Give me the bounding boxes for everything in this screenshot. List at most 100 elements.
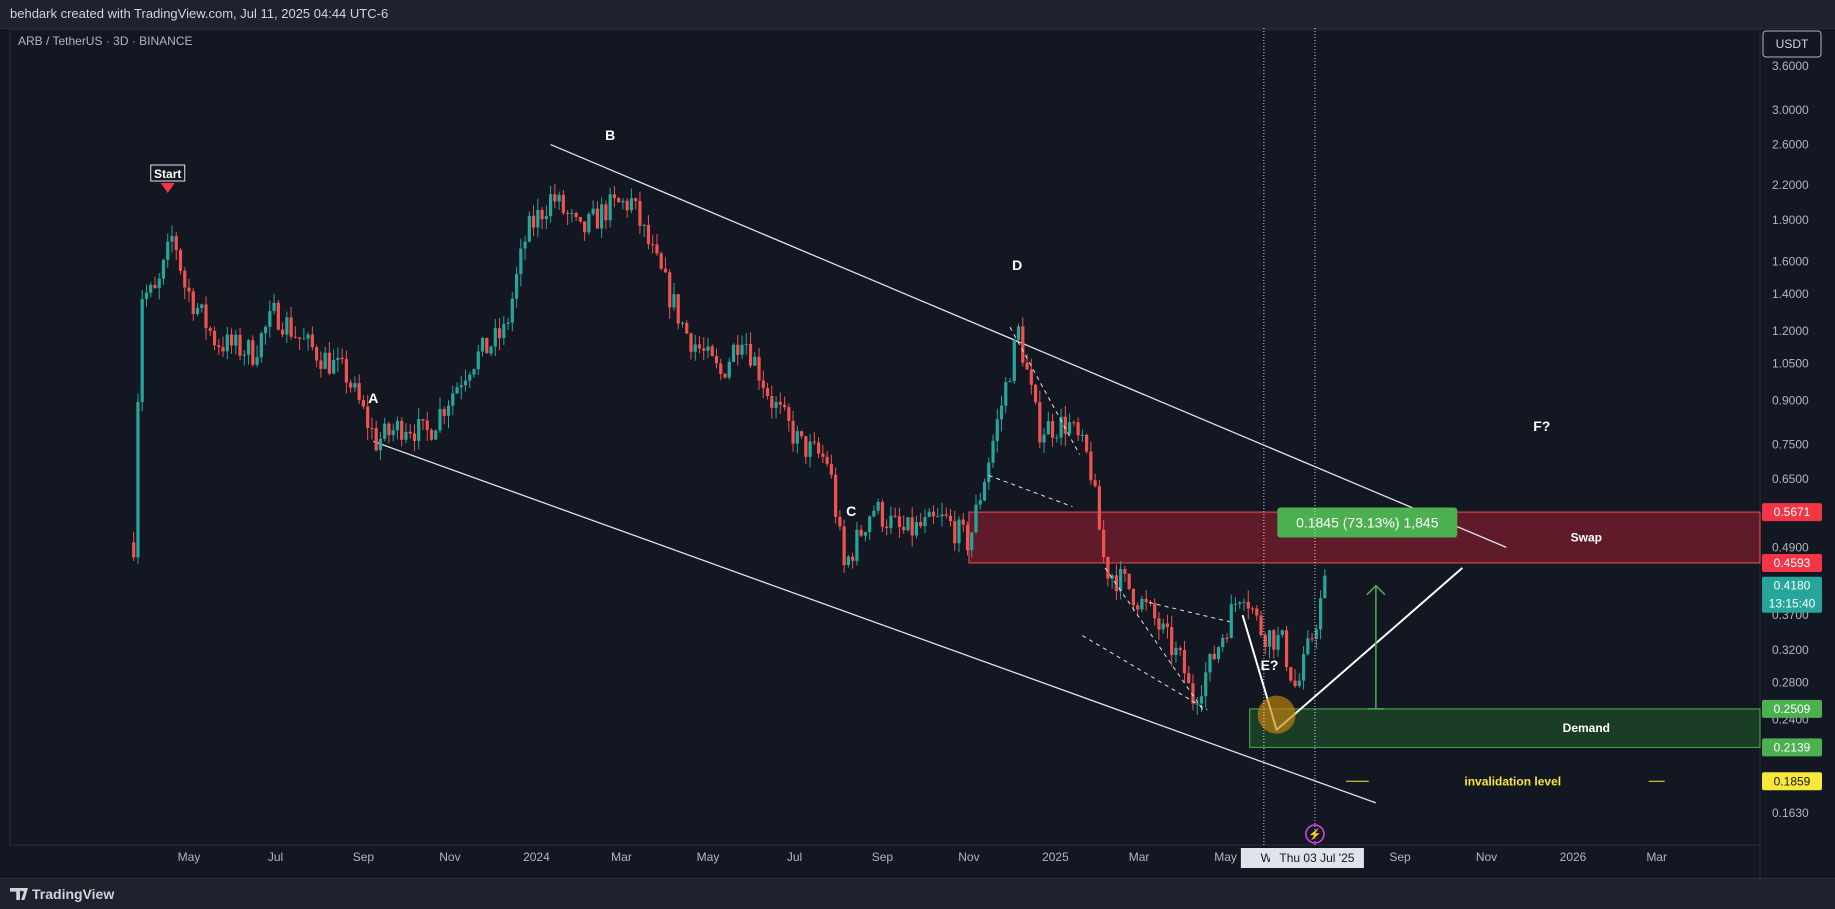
- candle: [1102, 520, 1106, 563]
- candle-body: [1310, 638, 1314, 640]
- candle: [1140, 595, 1144, 613]
- candle-body: [1110, 575, 1114, 579]
- candle: [855, 522, 859, 566]
- candle: [293, 326, 297, 339]
- candle: [298, 337, 302, 350]
- candle-body: [170, 236, 174, 242]
- y-tick-label: 3.0000: [1772, 103, 1809, 117]
- candle: [846, 554, 850, 568]
- candle-body: [923, 516, 927, 527]
- candle: [1221, 634, 1225, 652]
- candle: [200, 303, 204, 313]
- candle-body: [604, 204, 608, 221]
- currency-button[interactable]: USDT: [1762, 30, 1822, 58]
- candle-body: [1187, 673, 1191, 684]
- candle: [787, 403, 791, 432]
- candle: [566, 210, 570, 226]
- candle: [536, 198, 540, 238]
- candle-body: [1008, 381, 1012, 383]
- candle-body: [1076, 422, 1080, 436]
- candle-body: [404, 431, 408, 440]
- candle-body: [638, 200, 642, 226]
- candle-body: [187, 287, 191, 292]
- candle: [459, 375, 463, 400]
- wave-label: B: [605, 127, 615, 143]
- candle-body: [527, 215, 531, 242]
- candle: [187, 278, 191, 303]
- candle: [132, 531, 136, 561]
- candle: [446, 400, 451, 429]
- candle-body: [1267, 630, 1272, 647]
- candle-body: [868, 516, 872, 533]
- x-tick-label: Nov: [958, 850, 979, 864]
- price-chart[interactable]: ARB / TetherUS · 3D · BINANCE USDT 3.6000 3…: [0, 28, 1835, 878]
- price-badge: 0.2139: [1762, 738, 1822, 757]
- candle-body: [1025, 362, 1029, 370]
- candle: [719, 358, 723, 380]
- candle: [638, 191, 642, 234]
- candle-body: [136, 401, 140, 558]
- candle-body: [229, 334, 234, 346]
- candle-body: [1063, 416, 1067, 434]
- candle: [332, 349, 336, 375]
- candle-body: [1106, 556, 1110, 579]
- candle: [1033, 383, 1038, 405]
- candle: [834, 467, 838, 524]
- candle: [600, 197, 604, 238]
- candle-body: [957, 519, 961, 544]
- candle: [710, 344, 714, 357]
- candle-body: [353, 383, 357, 388]
- candle: [548, 185, 553, 223]
- candle-body: [1178, 648, 1182, 650]
- candle: [655, 234, 659, 256]
- candle-body: [1306, 638, 1310, 655]
- candle-body: [612, 194, 617, 199]
- candle: [885, 519, 889, 536]
- candle-body: [200, 304, 204, 309]
- candle: [770, 385, 774, 419]
- price-badge: 0.1859: [1762, 772, 1822, 791]
- candle-body: [1259, 615, 1263, 636]
- candle: [774, 396, 778, 419]
- tradingview-logo[interactable]: TradingView: [10, 886, 114, 902]
- candle-body: [1182, 649, 1187, 674]
- candle: [651, 234, 655, 254]
- candle: [672, 282, 676, 311]
- candle: [429, 428, 434, 441]
- candle-body: [259, 333, 263, 358]
- candle: [668, 269, 672, 319]
- candle: [663, 257, 668, 273]
- candle: [617, 197, 621, 203]
- candle: [1191, 674, 1195, 711]
- candle-body: [765, 388, 770, 397]
- y-tick-label: 0.6500: [1772, 472, 1809, 486]
- candle-body: [1195, 703, 1199, 705]
- candle: [472, 368, 476, 378]
- candle-body: [995, 419, 999, 441]
- candle-body: [723, 373, 727, 378]
- wave-label: D: [1012, 257, 1022, 273]
- candle: [702, 337, 706, 361]
- candle: [1004, 377, 1008, 414]
- candle: [229, 328, 234, 354]
- candle: [1238, 601, 1242, 609]
- candle: [940, 502, 944, 527]
- candle: [157, 272, 161, 300]
- candle-body: [808, 441, 812, 457]
- candle: [1144, 589, 1148, 611]
- candle-body: [1067, 422, 1072, 434]
- candle: [191, 288, 195, 321]
- candle: [1008, 377, 1012, 383]
- candle-body: [1284, 630, 1289, 668]
- candle-body: [757, 356, 761, 381]
- candle-body: [548, 194, 553, 217]
- candle: [1204, 662, 1208, 708]
- candle: [757, 347, 761, 390]
- candle-body: [221, 347, 225, 352]
- candle: [544, 205, 548, 230]
- candle: [829, 454, 833, 479]
- candle-body: [327, 352, 331, 374]
- candle: [693, 334, 697, 361]
- price-badge: 0.4593: [1762, 553, 1822, 572]
- candle-body: [315, 347, 319, 361]
